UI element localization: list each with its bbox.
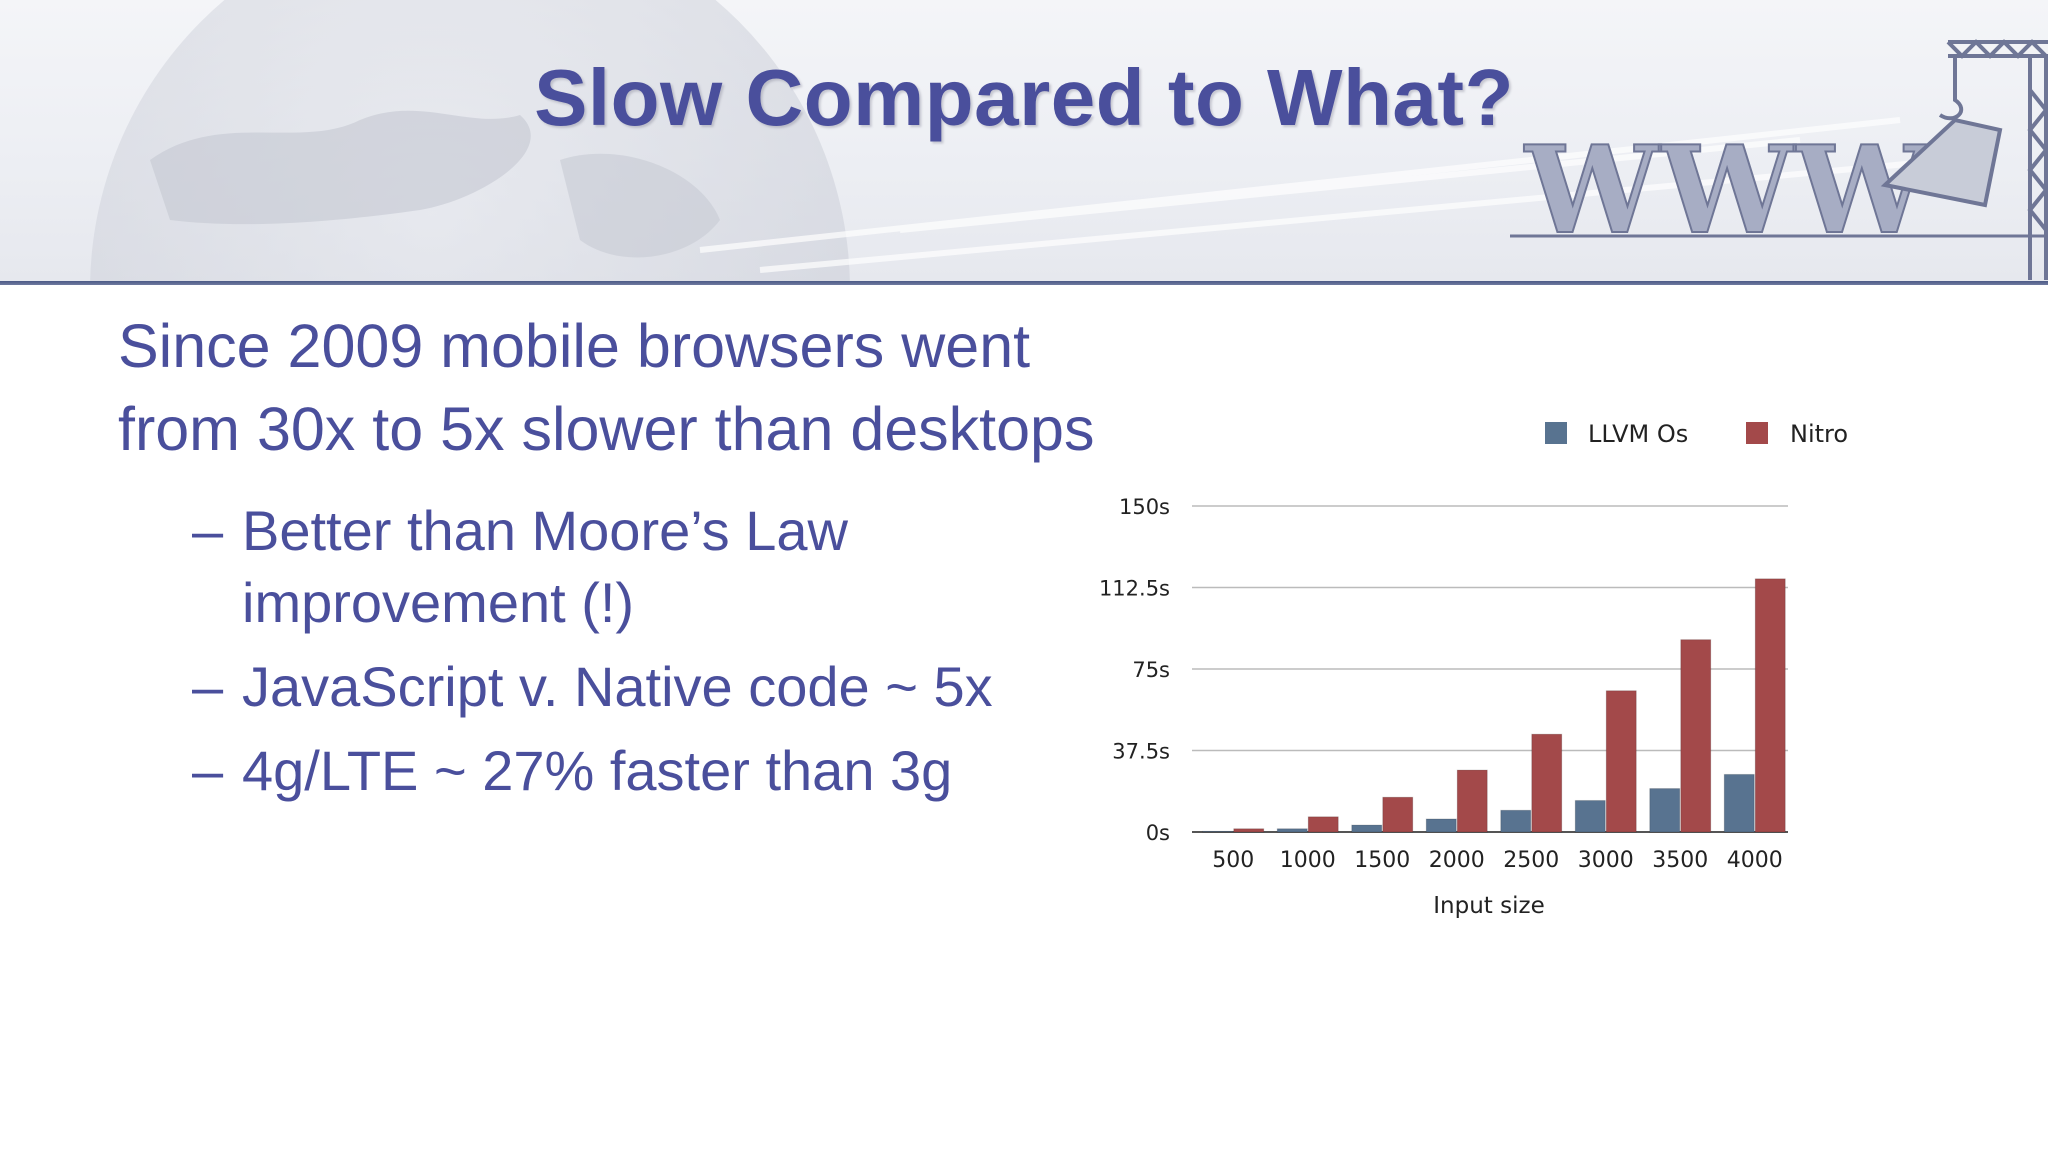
- y-tick-label: 0s: [1146, 821, 1170, 845]
- bar-llvm: [1202, 830, 1234, 833]
- x-tick-label: 3000: [1578, 848, 1634, 873]
- bars: [1202, 578, 1786, 833]
- x-tick-label: 4000: [1727, 848, 1783, 873]
- bar-llvm: [1276, 828, 1308, 833]
- dash-bullet-icon: –: [192, 739, 224, 802]
- y-axis-ticks: 0s 37.5s 75s 112.5s 150s: [1099, 495, 1170, 845]
- bar-nitro: [1307, 816, 1339, 833]
- bar-nitro: [1754, 578, 1786, 833]
- bar-nitro: [1382, 796, 1414, 833]
- bar-llvm: [1574, 799, 1606, 833]
- x-tick-label: 3500: [1652, 848, 1708, 873]
- slide-title: Slow Compared to What?: [534, 53, 1514, 142]
- x-tick-label: 1500: [1354, 848, 1410, 873]
- sub-bullet: – JavaScript v. Native code ~ 5x: [192, 651, 1118, 723]
- bar-nitro: [1680, 639, 1712, 833]
- banner-divider: [0, 281, 2048, 285]
- bar-nitro: [1233, 828, 1265, 833]
- sub-bullet: – Better than Moore’s Law improvement (!…: [192, 495, 1118, 639]
- bar-nitro: [1456, 769, 1488, 833]
- sub-bullet-text: 4g/LTE ~ 27% faster than 3g: [242, 739, 953, 802]
- sub-bullet-list: – Better than Moore’s Law improvement (!…: [118, 495, 1118, 807]
- y-tick-label: 37.5s: [1112, 740, 1170, 764]
- x-tick-label: 2500: [1503, 848, 1559, 873]
- dash-bullet-icon: –: [192, 499, 224, 562]
- legend-label-llvm: LLVM Os: [1588, 420, 1688, 448]
- bar-llvm: [1649, 788, 1681, 833]
- www-logo-icon: WWW: [1510, 119, 2048, 262]
- legend-swatch-llvm: [1545, 422, 1567, 444]
- sub-bullet: – 4g/LTE ~ 27% faster than 3g: [192, 735, 1118, 807]
- y-tick-label: 75s: [1132, 658, 1170, 682]
- dash-bullet-icon: –: [192, 655, 224, 718]
- crane-icon: [1880, 39, 2048, 280]
- sub-bullet-text: Better than Moore’s Law improvement (!): [242, 499, 848, 634]
- bar-llvm: [1425, 818, 1457, 833]
- slide-body: Since 2009 mobile browsers went from 30x…: [118, 305, 1118, 819]
- x-tick-label: 1000: [1280, 848, 1336, 873]
- x-tick-label: 2000: [1429, 848, 1485, 873]
- title-banner: WWW: [0, 0, 2048, 284]
- banner-decoration: WWW: [90, 0, 2048, 284]
- y-tick-label: 112.5s: [1099, 577, 1170, 601]
- bar-nitro: [1531, 733, 1563, 833]
- bar-llvm: [1500, 809, 1532, 833]
- x-axis-ticks: 500 1000 1500 2000 2500 3000 3500 4000: [1212, 848, 1783, 873]
- main-bullet: Since 2009 mobile browsers went from 30x…: [118, 312, 1095, 463]
- legend-swatch-nitro: [1746, 422, 1768, 444]
- legend: LLVM Os Nitro: [1545, 420, 1848, 448]
- y-tick-label: 150s: [1119, 495, 1170, 519]
- bar-nitro: [1605, 690, 1637, 833]
- sub-bullet-text: JavaScript v. Native code ~ 5x: [242, 655, 993, 718]
- bar-chart: LLVM Os Nitro 0s 37.5s 75s 112.5s 150s 500 10…: [1099, 420, 1848, 919]
- bar-llvm: [1351, 824, 1383, 833]
- x-tick-label: 500: [1212, 848, 1254, 873]
- legend-label-nitro: Nitro: [1790, 420, 1848, 448]
- x-axis-label: Input size: [1433, 893, 1544, 919]
- bar-llvm: [1723, 773, 1755, 833]
